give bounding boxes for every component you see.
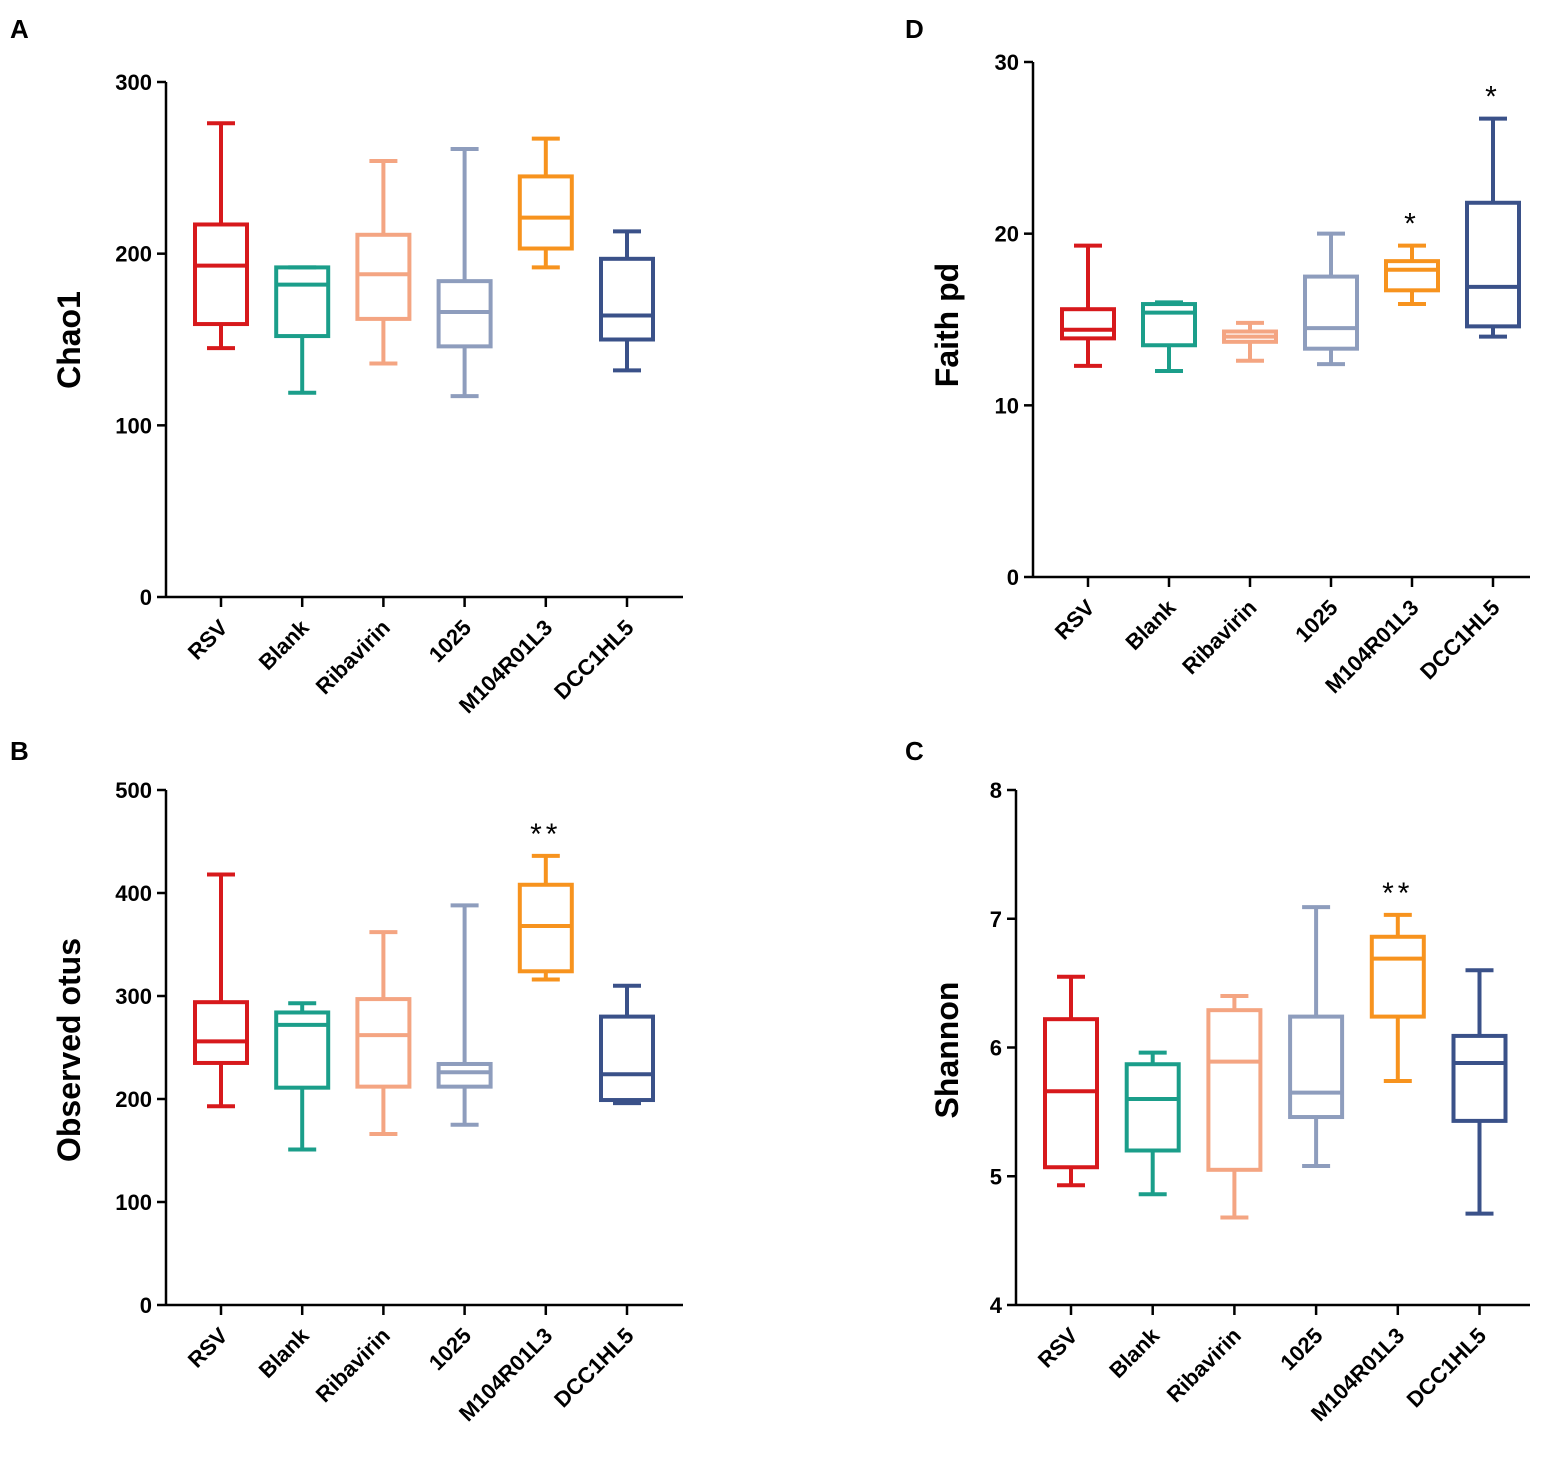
box-blank: Blank: [254, 265, 331, 675]
box-ribavirin: Ribavirin: [1177, 320, 1278, 679]
y-tick-label: 0: [1007, 565, 1019, 590]
x-tick-label: 1025: [1290, 595, 1342, 647]
y-tick-label: 8: [990, 778, 1002, 803]
iqr-box: [1060, 307, 1116, 341]
x-tick-label: DCC1HL5: [1415, 595, 1504, 684]
y-tick-label: 4: [990, 1293, 1003, 1318]
y-tick-label: 300: [115, 70, 152, 95]
iqr-box: [1206, 1008, 1263, 1172]
y-tick-label: 0: [140, 1293, 152, 1318]
y-tick-label: 10: [995, 393, 1019, 418]
x-tick-label: RSV: [1050, 595, 1100, 645]
x-tick-label: Blank: [254, 1322, 315, 1383]
box-rsv: RSV: [183, 872, 249, 1373]
panel-letter: C: [905, 736, 924, 766]
iqr-box: [599, 1014, 655, 1103]
iqr-box: [1465, 200, 1521, 329]
x-tick-label: 1025: [424, 615, 476, 667]
x-tick-label: 1025: [1275, 1323, 1327, 1375]
box-dcc1hl5: DCC1HL5: [549, 983, 655, 1412]
iqr-box: [193, 222, 249, 327]
y-axis-label: Shannon: [929, 982, 965, 1119]
x-tick-label: Ribavirin: [311, 615, 395, 699]
box-dcc1hl5: DCC1HL5: [1402, 968, 1508, 1412]
box-blank: Blank: [254, 1001, 331, 1383]
iqr-box: [517, 882, 574, 974]
box-blank: Blank: [1104, 1050, 1181, 1383]
box-rsv: RSV: [183, 121, 249, 665]
iqr-box: [1303, 274, 1359, 351]
y-tick-label: 6: [990, 1036, 1002, 1061]
iqr-box: [517, 174, 574, 251]
box-1025: 1025: [424, 146, 493, 667]
y-tick-label: 200: [115, 242, 152, 267]
iqr-box: [599, 256, 655, 342]
x-tick-label: DCC1HL5: [549, 1323, 638, 1412]
box-blank: Blank: [1120, 300, 1197, 655]
iqr-box: [436, 1061, 493, 1089]
panel-letter: A: [10, 14, 29, 44]
iqr-box: [1451, 1033, 1508, 1123]
iqr-box: [274, 1010, 331, 1090]
x-tick-label: RSV: [1033, 1323, 1083, 1373]
x-tick-label: RSV: [183, 615, 233, 665]
box-ribavirin: Ribavirin: [1162, 994, 1263, 1407]
significance-label: **: [1382, 877, 1413, 910]
box-1025: 1025: [1290, 231, 1359, 647]
y-tick-label: 0: [140, 585, 152, 610]
panel-letter: B: [10, 736, 29, 766]
box-ribavirin: Ribavirin: [311, 158, 412, 699]
box-ribavirin: Ribavirin: [311, 930, 412, 1407]
y-tick-label: 400: [115, 881, 152, 906]
y-axis-label: Observed otus: [51, 938, 87, 1162]
panel-letter: D: [905, 14, 924, 44]
y-axis-label: Chao1: [51, 291, 87, 389]
iqr-box: [1141, 302, 1197, 348]
y-tick-label: 500: [115, 778, 152, 803]
iqr-box: [1384, 259, 1440, 293]
x-tick-label: 1025: [424, 1323, 476, 1375]
iqr-box: [193, 1000, 249, 1065]
x-tick-label: RSV: [183, 1323, 233, 1373]
x-tick-label: Ribavirin: [311, 1323, 395, 1407]
x-tick-label: Ribavirin: [1162, 1323, 1246, 1407]
y-tick-label: 7: [990, 907, 1002, 932]
chart-panel-b: B 0 100 200 300 400 500 Observed otus RSV BlankRi…: [10, 736, 683, 1426]
x-tick-label: DCC1HL5: [1402, 1323, 1491, 1412]
x-tick-label: Blank: [1120, 594, 1181, 655]
y-axis-label: Faith pd: [929, 263, 965, 387]
box-m104r01l3: *M104R01L3: [1320, 208, 1440, 698]
y-tick-label: 30: [995, 50, 1019, 75]
y-tick-label: 300: [115, 984, 152, 1009]
iqr-box: [355, 997, 412, 1089]
significance-label: **: [530, 818, 561, 851]
x-tick-label: Blank: [254, 614, 315, 675]
y-tick-label: 200: [115, 1087, 152, 1112]
x-tick-label: Blank: [1104, 1322, 1165, 1383]
iqr-box: [1288, 1014, 1345, 1120]
box-rsv: RSV: [1033, 974, 1099, 1373]
iqr-box: [274, 265, 331, 339]
y-tick-label: 100: [115, 413, 152, 438]
iqr-box: [1124, 1062, 1181, 1153]
y-tick-label: 20: [995, 222, 1019, 247]
x-tick-label: DCC1HL5: [549, 615, 638, 704]
box-m104r01l3: **M104R01L3: [454, 818, 574, 1426]
iqr-box: [355, 232, 412, 321]
box-dcc1hl5: * DCC1HL5: [1415, 81, 1521, 684]
box-rsv: RSV: [1050, 243, 1116, 645]
y-tick-label: 100: [115, 1190, 152, 1215]
significance-label: *: [1485, 81, 1501, 114]
box-dcc1hl5: DCC1HL5: [549, 229, 655, 704]
iqr-box: [1369, 934, 1426, 1019]
significance-label: *: [1404, 208, 1420, 241]
y-tick-label: 5: [990, 1164, 1002, 1189]
x-tick-label: Ribavirin: [1177, 595, 1261, 679]
